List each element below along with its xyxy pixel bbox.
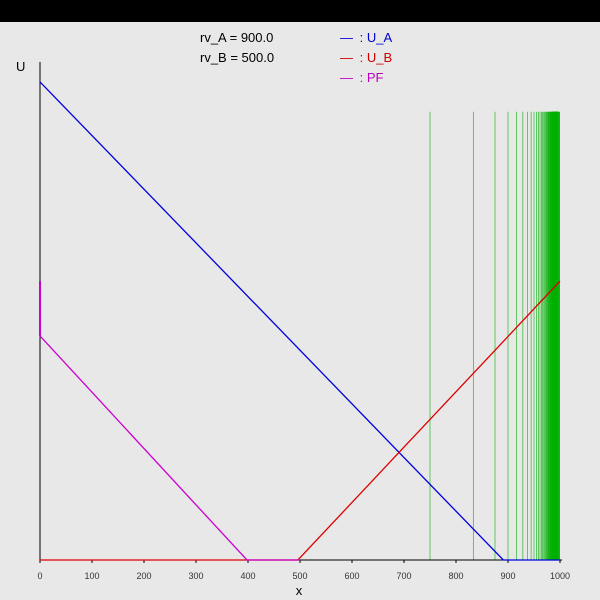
x-tick-label-0: 0 (37, 571, 42, 581)
legend-swatch-pf: — (340, 70, 353, 85)
series-line-pf (39, 335, 300, 561)
x-tick-label-1000: 1000 (550, 571, 570, 581)
param-rv-b: rv_B = 500.0 (200, 50, 274, 65)
x-tick-label-900: 900 (500, 571, 515, 581)
x-tick-label-500: 500 (292, 571, 307, 581)
series-line-u-a (39, 81, 560, 561)
legend-label-u-a: : U_A (360, 30, 393, 45)
x-tick-label-100: 100 (84, 571, 99, 581)
x-tick-label-200: 200 (136, 571, 151, 581)
legend-entry-u-a: — : U_A (340, 30, 392, 45)
legend-swatch-u-b: — (340, 50, 353, 65)
series-group (39, 81, 561, 561)
x-ticks-group: 0 100 200 300 400 500 600 700 800 900 1000 (37, 560, 570, 581)
legend-entry-pf: — : PF (340, 70, 384, 85)
legend-label-u-b: : U_B (360, 50, 393, 65)
vertical-lines-group (429, 111, 560, 561)
title-bar (0, 0, 600, 22)
legend-label-pf: : PF (360, 70, 384, 85)
x-tick-label-800: 800 (448, 571, 463, 581)
vertical-line-cluster (552, 111, 560, 561)
legend: — : U_A — : U_B — : PF (340, 30, 392, 85)
legend-swatch-u-a: — (340, 30, 353, 45)
y-axis-label: U (16, 59, 25, 74)
x-axis-label: x (296, 583, 303, 598)
axes-group (39, 62, 562, 561)
x-tick-label-600: 600 (344, 571, 359, 581)
x-tick-label-700: 700 (396, 571, 411, 581)
legend-entry-u-b: — : U_B (340, 50, 392, 65)
x-tick-label-300: 300 (188, 571, 203, 581)
param-rv-a: rv_A = 900.0 (200, 30, 273, 45)
x-tick-label-400: 400 (240, 571, 255, 581)
